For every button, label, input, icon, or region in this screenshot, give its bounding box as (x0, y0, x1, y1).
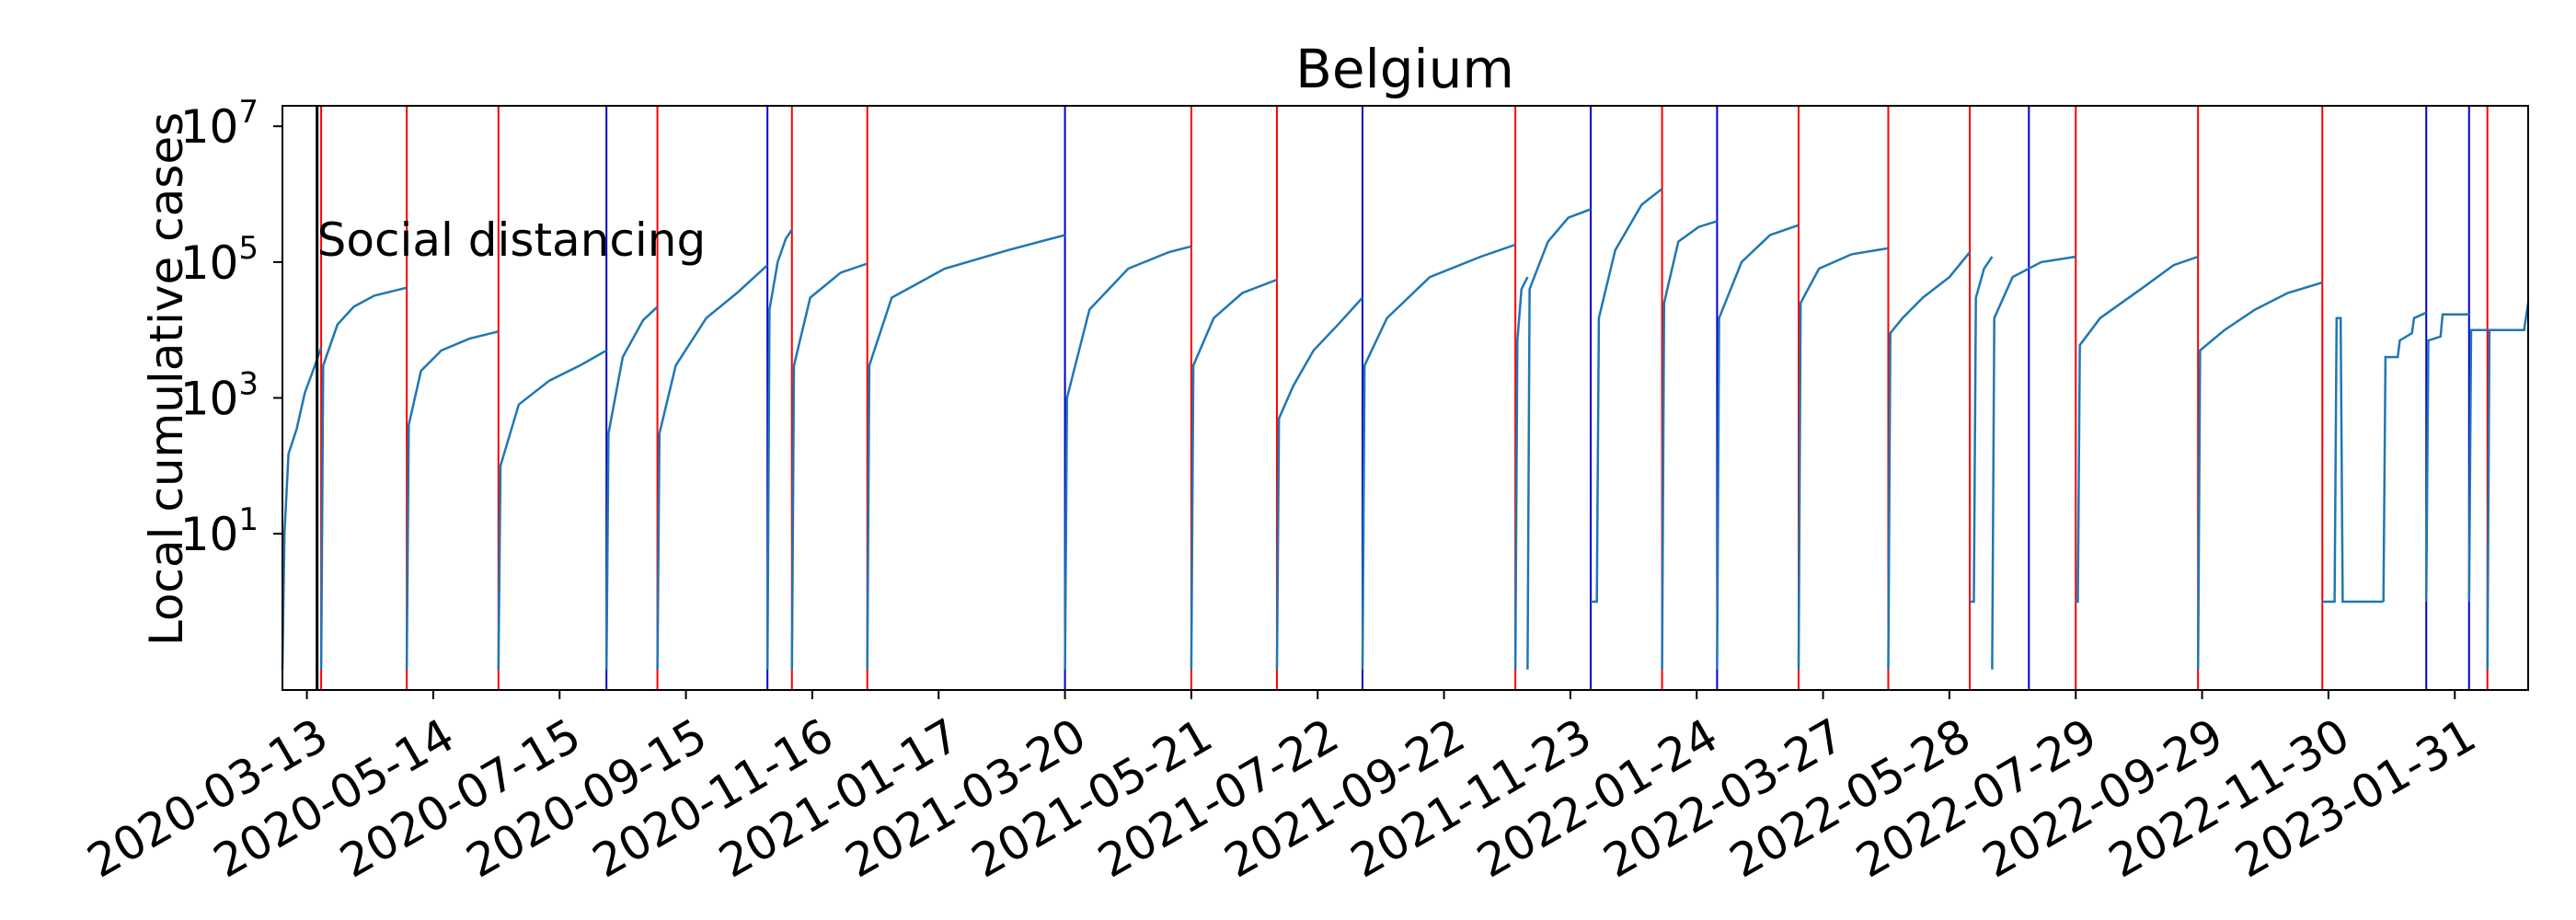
series-segment (765, 228, 793, 670)
marker-lines (320, 106, 2489, 690)
y-tick-exponent: 7 (238, 94, 259, 131)
series-segment (1513, 276, 1529, 670)
annotation: Social distancing (316, 106, 707, 690)
series-segment (319, 286, 408, 670)
series-segment (405, 330, 500, 670)
series-segment (1991, 255, 2076, 670)
x-axis-ticks: 2020-03-132020-05-142020-07-152020-09-15… (78, 690, 2485, 889)
series-segment (1716, 224, 1800, 670)
series-segment (1526, 208, 1592, 670)
y-tick-base: 10 (180, 373, 239, 426)
series-segment (1361, 243, 1516, 670)
series-segment (2076, 255, 2199, 604)
y-tick-base: 10 (180, 100, 239, 154)
series-segment (2196, 281, 2323, 670)
series-segment (1797, 247, 1889, 670)
series-segment (656, 264, 769, 670)
y-tick-exponent: 3 (238, 366, 259, 403)
series-lines (281, 188, 2530, 670)
series-segment (2467, 328, 2488, 603)
y-tick-base: 10 (180, 508, 239, 561)
series-segment (2322, 316, 2384, 604)
series-segment (790, 262, 868, 670)
y-axis-label: Local cumulative cases (140, 112, 193, 646)
y-tick-base: 10 (180, 236, 239, 290)
y-tick-exponent: 1 (238, 501, 259, 538)
chart-title: Belgium (1295, 38, 1514, 100)
y-tick-exponent: 5 (238, 230, 259, 267)
series-segment (1887, 251, 1972, 670)
plot-frame (282, 105, 2529, 691)
y-tick-label: 107 (180, 94, 259, 154)
series-segment (2424, 313, 2469, 603)
series-segment (866, 234, 1065, 670)
series-segment (1275, 296, 1363, 670)
series-segment (1064, 245, 1192, 670)
series-segment (1591, 188, 1663, 604)
series-segment (604, 305, 659, 670)
series-segment (1661, 220, 1718, 670)
series-segment (2486, 303, 2530, 670)
y-tick-label: 101 (180, 501, 259, 561)
series-segment (2382, 311, 2427, 603)
series-segment (281, 347, 323, 670)
y-tick-label: 103 (180, 366, 259, 426)
series-segment (1970, 256, 1994, 604)
series-segment (1190, 278, 1278, 670)
y-tick-label: 105 (180, 230, 259, 290)
series-segment (497, 349, 607, 670)
annotation-label: Social distancing (317, 213, 707, 267)
